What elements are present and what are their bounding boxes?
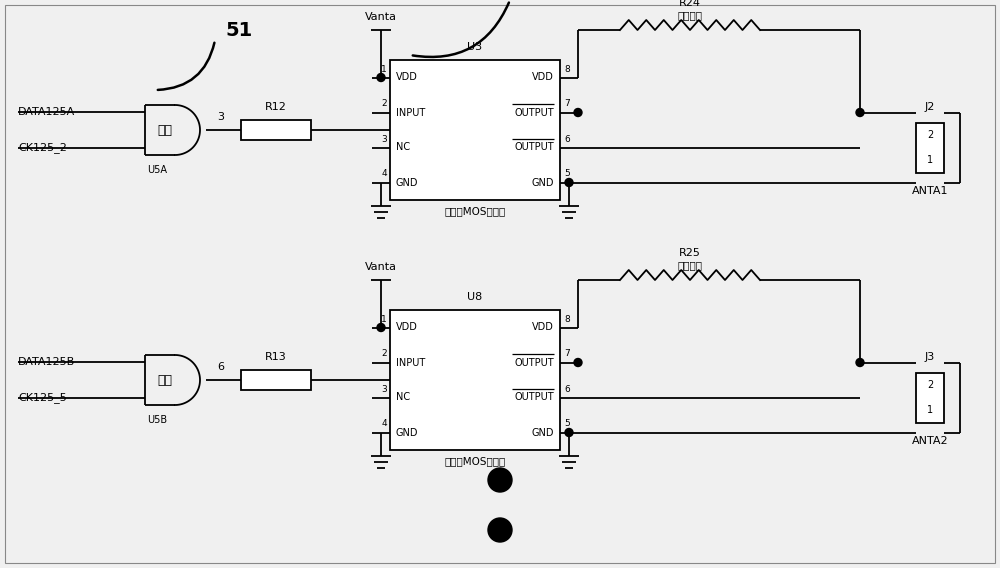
Text: VDD: VDD [532, 323, 554, 332]
Text: ANTA2: ANTA2 [912, 436, 948, 445]
Text: 2: 2 [381, 349, 387, 358]
Text: 1: 1 [927, 155, 933, 165]
Text: 1: 1 [381, 315, 387, 324]
Text: 6: 6 [218, 362, 224, 372]
Text: R13: R13 [265, 352, 287, 362]
Text: 52: 52 [520, 0, 547, 2]
Text: 6: 6 [564, 385, 570, 394]
Text: 3: 3 [381, 135, 387, 144]
Text: 微调电阱: 微调电阱 [678, 10, 702, 20]
Text: DATA125B: DATA125B [18, 357, 75, 367]
Bar [916, 373, 944, 423]
Text: 3: 3 [218, 112, 224, 122]
Text: 4: 4 [381, 420, 387, 428]
Circle shape [574, 358, 582, 366]
Text: 7: 7 [564, 99, 570, 108]
Bar [241, 370, 311, 390]
Bar [390, 60, 560, 200]
Text: 8: 8 [564, 65, 570, 73]
Text: 5: 5 [564, 420, 570, 428]
Text: 3: 3 [381, 385, 387, 394]
Circle shape [488, 518, 512, 542]
Text: CK125_5: CK125_5 [18, 392, 67, 403]
Text: GND: GND [396, 177, 418, 187]
Text: U5A: U5A [147, 165, 167, 175]
Text: R24: R24 [679, 0, 701, 8]
Bar [916, 123, 944, 173]
Circle shape [565, 178, 573, 186]
Text: OUTPUT: OUTPUT [514, 107, 554, 118]
Text: OUTPUT: OUTPUT [514, 143, 554, 152]
Text: 1: 1 [927, 405, 933, 415]
Circle shape [574, 108, 582, 116]
Text: U3: U3 [467, 42, 483, 52]
Bar [390, 310, 560, 450]
Text: Vanta: Vanta [365, 12, 397, 23]
Text: 7: 7 [564, 349, 570, 358]
Text: 1: 1 [381, 65, 387, 73]
Text: GND: GND [396, 428, 418, 437]
Circle shape [377, 73, 385, 81]
Text: R12: R12 [265, 102, 287, 112]
Text: 大功率MOS管驱动: 大功率MOS管驱动 [444, 206, 506, 216]
Text: INPUT: INPUT [396, 107, 425, 118]
Text: 6: 6 [564, 135, 570, 144]
Text: U8: U8 [467, 292, 483, 302]
Text: 2: 2 [381, 99, 387, 108]
Text: R25: R25 [679, 248, 701, 258]
Text: GND: GND [532, 177, 554, 187]
Text: Vanta: Vanta [365, 262, 397, 273]
Circle shape [856, 108, 864, 116]
Text: 与门: 与门 [158, 123, 173, 136]
Circle shape [565, 428, 573, 436]
Text: 4: 4 [381, 169, 387, 178]
Text: VDD: VDD [396, 323, 418, 332]
Text: INPUT: INPUT [396, 357, 425, 367]
Text: NC: NC [396, 143, 410, 152]
Text: CK125_2: CK125_2 [18, 143, 67, 153]
Text: 2: 2 [927, 130, 933, 140]
Text: 微调电阱: 微调电阱 [678, 260, 702, 270]
Text: 8: 8 [564, 315, 570, 324]
Circle shape [377, 324, 385, 332]
Text: OUTPUT: OUTPUT [514, 357, 554, 367]
Text: J3: J3 [925, 353, 935, 362]
Text: U5B: U5B [147, 415, 167, 425]
Text: VDD: VDD [532, 73, 554, 82]
Text: GND: GND [532, 428, 554, 437]
Text: ANTA1: ANTA1 [912, 186, 948, 195]
Text: VDD: VDD [396, 73, 418, 82]
Text: OUTPUT: OUTPUT [514, 392, 554, 403]
Circle shape [856, 358, 864, 366]
Text: 5: 5 [564, 169, 570, 178]
Text: 51: 51 [225, 20, 252, 40]
Text: DATA125A: DATA125A [18, 107, 75, 117]
Text: 大功率MOS管驱动: 大功率MOS管驱动 [444, 456, 506, 466]
Text: NC: NC [396, 392, 410, 403]
Bar [241, 120, 311, 140]
Text: 与门: 与门 [158, 374, 173, 386]
Text: J2: J2 [925, 102, 935, 112]
Text: 2: 2 [927, 380, 933, 390]
Circle shape [488, 468, 512, 492]
